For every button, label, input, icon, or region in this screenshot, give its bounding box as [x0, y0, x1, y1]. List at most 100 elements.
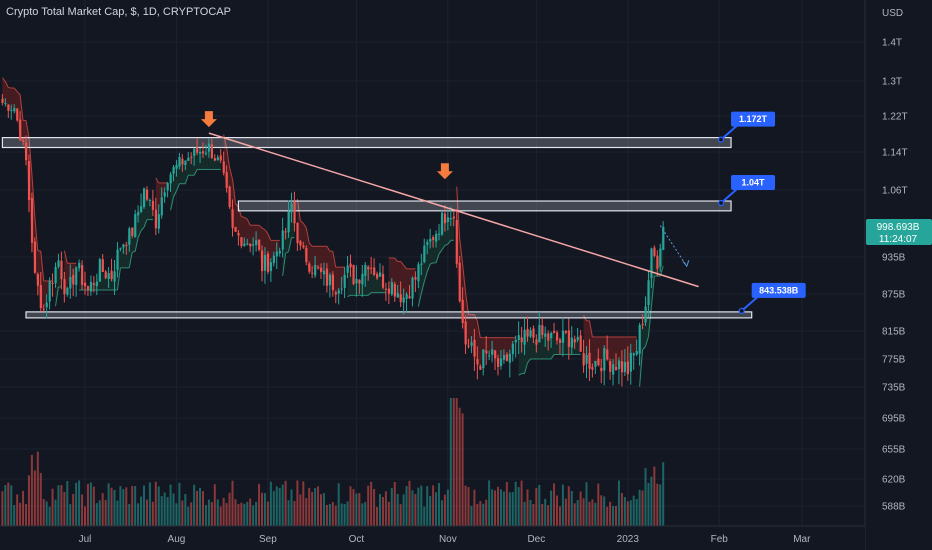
candle-body: [443, 213, 447, 224]
candle-body: [491, 349, 494, 355]
candle-body: [166, 183, 169, 191]
cloud-segment: [120, 244, 124, 268]
candle-body: [281, 230, 284, 250]
cloud-edge: [524, 362, 528, 374]
candle-body: [381, 273, 385, 288]
candle-body: [508, 353, 511, 363]
callout-box[interactable]: [731, 175, 776, 191]
price-tick-label: 815B: [882, 327, 906, 338]
volume-bar: [237, 504, 240, 528]
time-tick-label: Nov: [439, 534, 457, 545]
candle-body: [252, 244, 255, 246]
volume-bar: [269, 481, 272, 528]
candle-body: [246, 243, 249, 245]
candle-body: [405, 294, 408, 299]
callout-box[interactable]: [731, 111, 776, 127]
candle-body: [25, 142, 28, 161]
volume-bar: [626, 501, 629, 528]
volume-bar: [314, 488, 317, 528]
candle-body: [514, 339, 517, 343]
volume-bar: [75, 482, 78, 528]
candle-body: [110, 270, 113, 280]
price-tick-label: 1.3T: [882, 77, 902, 88]
volume-bar: [576, 499, 579, 528]
cloud-segment: [583, 315, 587, 366]
volume-bar: [89, 482, 92, 528]
zone-support-843.538B[interactable]: [25, 311, 753, 319]
volume-bar: [538, 484, 541, 528]
cloud-segment: [347, 265, 351, 297]
volume-bar: [532, 504, 535, 528]
volume-bar: [258, 483, 261, 528]
volume-bar: [508, 492, 511, 528]
candle-body: [202, 151, 205, 154]
volume-bar: [476, 503, 479, 528]
volume-bar: [346, 501, 349, 528]
volume-bar: [615, 506, 617, 528]
candle-body: [635, 350, 638, 355]
candle-body: [169, 174, 172, 184]
zone-resistance-1.172T[interactable]: [1, 137, 732, 149]
volume-bar: [48, 506, 51, 528]
candle-body: [163, 192, 166, 197]
candle-body: [638, 325, 641, 354]
callout-box[interactable]: [751, 282, 806, 298]
cloud-segment: [500, 337, 504, 359]
cloud-segment: [43, 280, 47, 310]
candle-body: [544, 333, 547, 337]
price-tick-label: 620B: [882, 475, 906, 486]
candle-body: [644, 306, 647, 323]
price-axis[interactable]: USD 1.4T 1.3T 1.22T 1.14T 1.06T 935B 875B 815B 77…: [864, 0, 932, 550]
cloud-segment: [182, 160, 186, 184]
cloud-edge: [4, 81, 9, 88]
cloud-segment: [341, 267, 345, 289]
candle-body: [261, 250, 264, 272]
cloud-edge: [173, 190, 177, 198]
volume-bar: [373, 489, 376, 528]
trendline-drawing[interactable]: [208, 132, 699, 288]
cloud-segment: [67, 263, 71, 288]
candle-body: [204, 152, 208, 154]
volume-bar: [39, 472, 42, 528]
volume-bar: [246, 501, 249, 528]
candle-body: [541, 325, 544, 335]
time-tick-label: Aug: [168, 534, 186, 545]
candle-body: [7, 104, 10, 111]
candle-body: [435, 233, 438, 242]
zone-callouts[interactable]: 1.172T 1.04T 843.538B: [717, 111, 806, 314]
volume-bar: [567, 486, 570, 528]
cloud-segment: [518, 335, 522, 376]
cloud-segment: [403, 265, 407, 298]
cloud-segment: [247, 219, 251, 247]
candle-body: [467, 345, 470, 347]
candle-body: [128, 228, 131, 245]
horizontal-zones[interactable]: [1, 137, 753, 319]
candle-body: [364, 264, 367, 276]
candle-body: [449, 217, 452, 220]
candle-body: [33, 241, 37, 273]
candle-body: [473, 339, 476, 357]
cloud-segment: [197, 151, 201, 170]
volume-bar: [293, 500, 296, 528]
cloud-edge: [394, 257, 399, 262]
candle-body: [131, 227, 134, 236]
candle-body: [626, 361, 629, 375]
volume-bar: [650, 476, 653, 528]
time-axis[interactable]: Jul Aug Sep Oct Nov Dec 2023 Feb Mar: [0, 525, 865, 550]
volume-bar: [526, 489, 529, 528]
volume-bar: [387, 501, 390, 528]
cloud-segment: [368, 267, 372, 296]
volume-bar: [479, 501, 482, 528]
cloud-edge: [441, 245, 446, 250]
candle-body: [145, 189, 149, 200]
candle-body: [355, 278, 358, 284]
zone-resistance-1.04T[interactable]: [237, 200, 732, 212]
volume-bar: [647, 482, 650, 528]
trendline[interactable]: [208, 132, 699, 288]
candle-body: [641, 323, 644, 325]
volume-bar: [33, 470, 36, 528]
cloud-segment: [551, 332, 555, 359]
volume-bar: [328, 504, 331, 528]
cloud-segment: [468, 314, 472, 346]
